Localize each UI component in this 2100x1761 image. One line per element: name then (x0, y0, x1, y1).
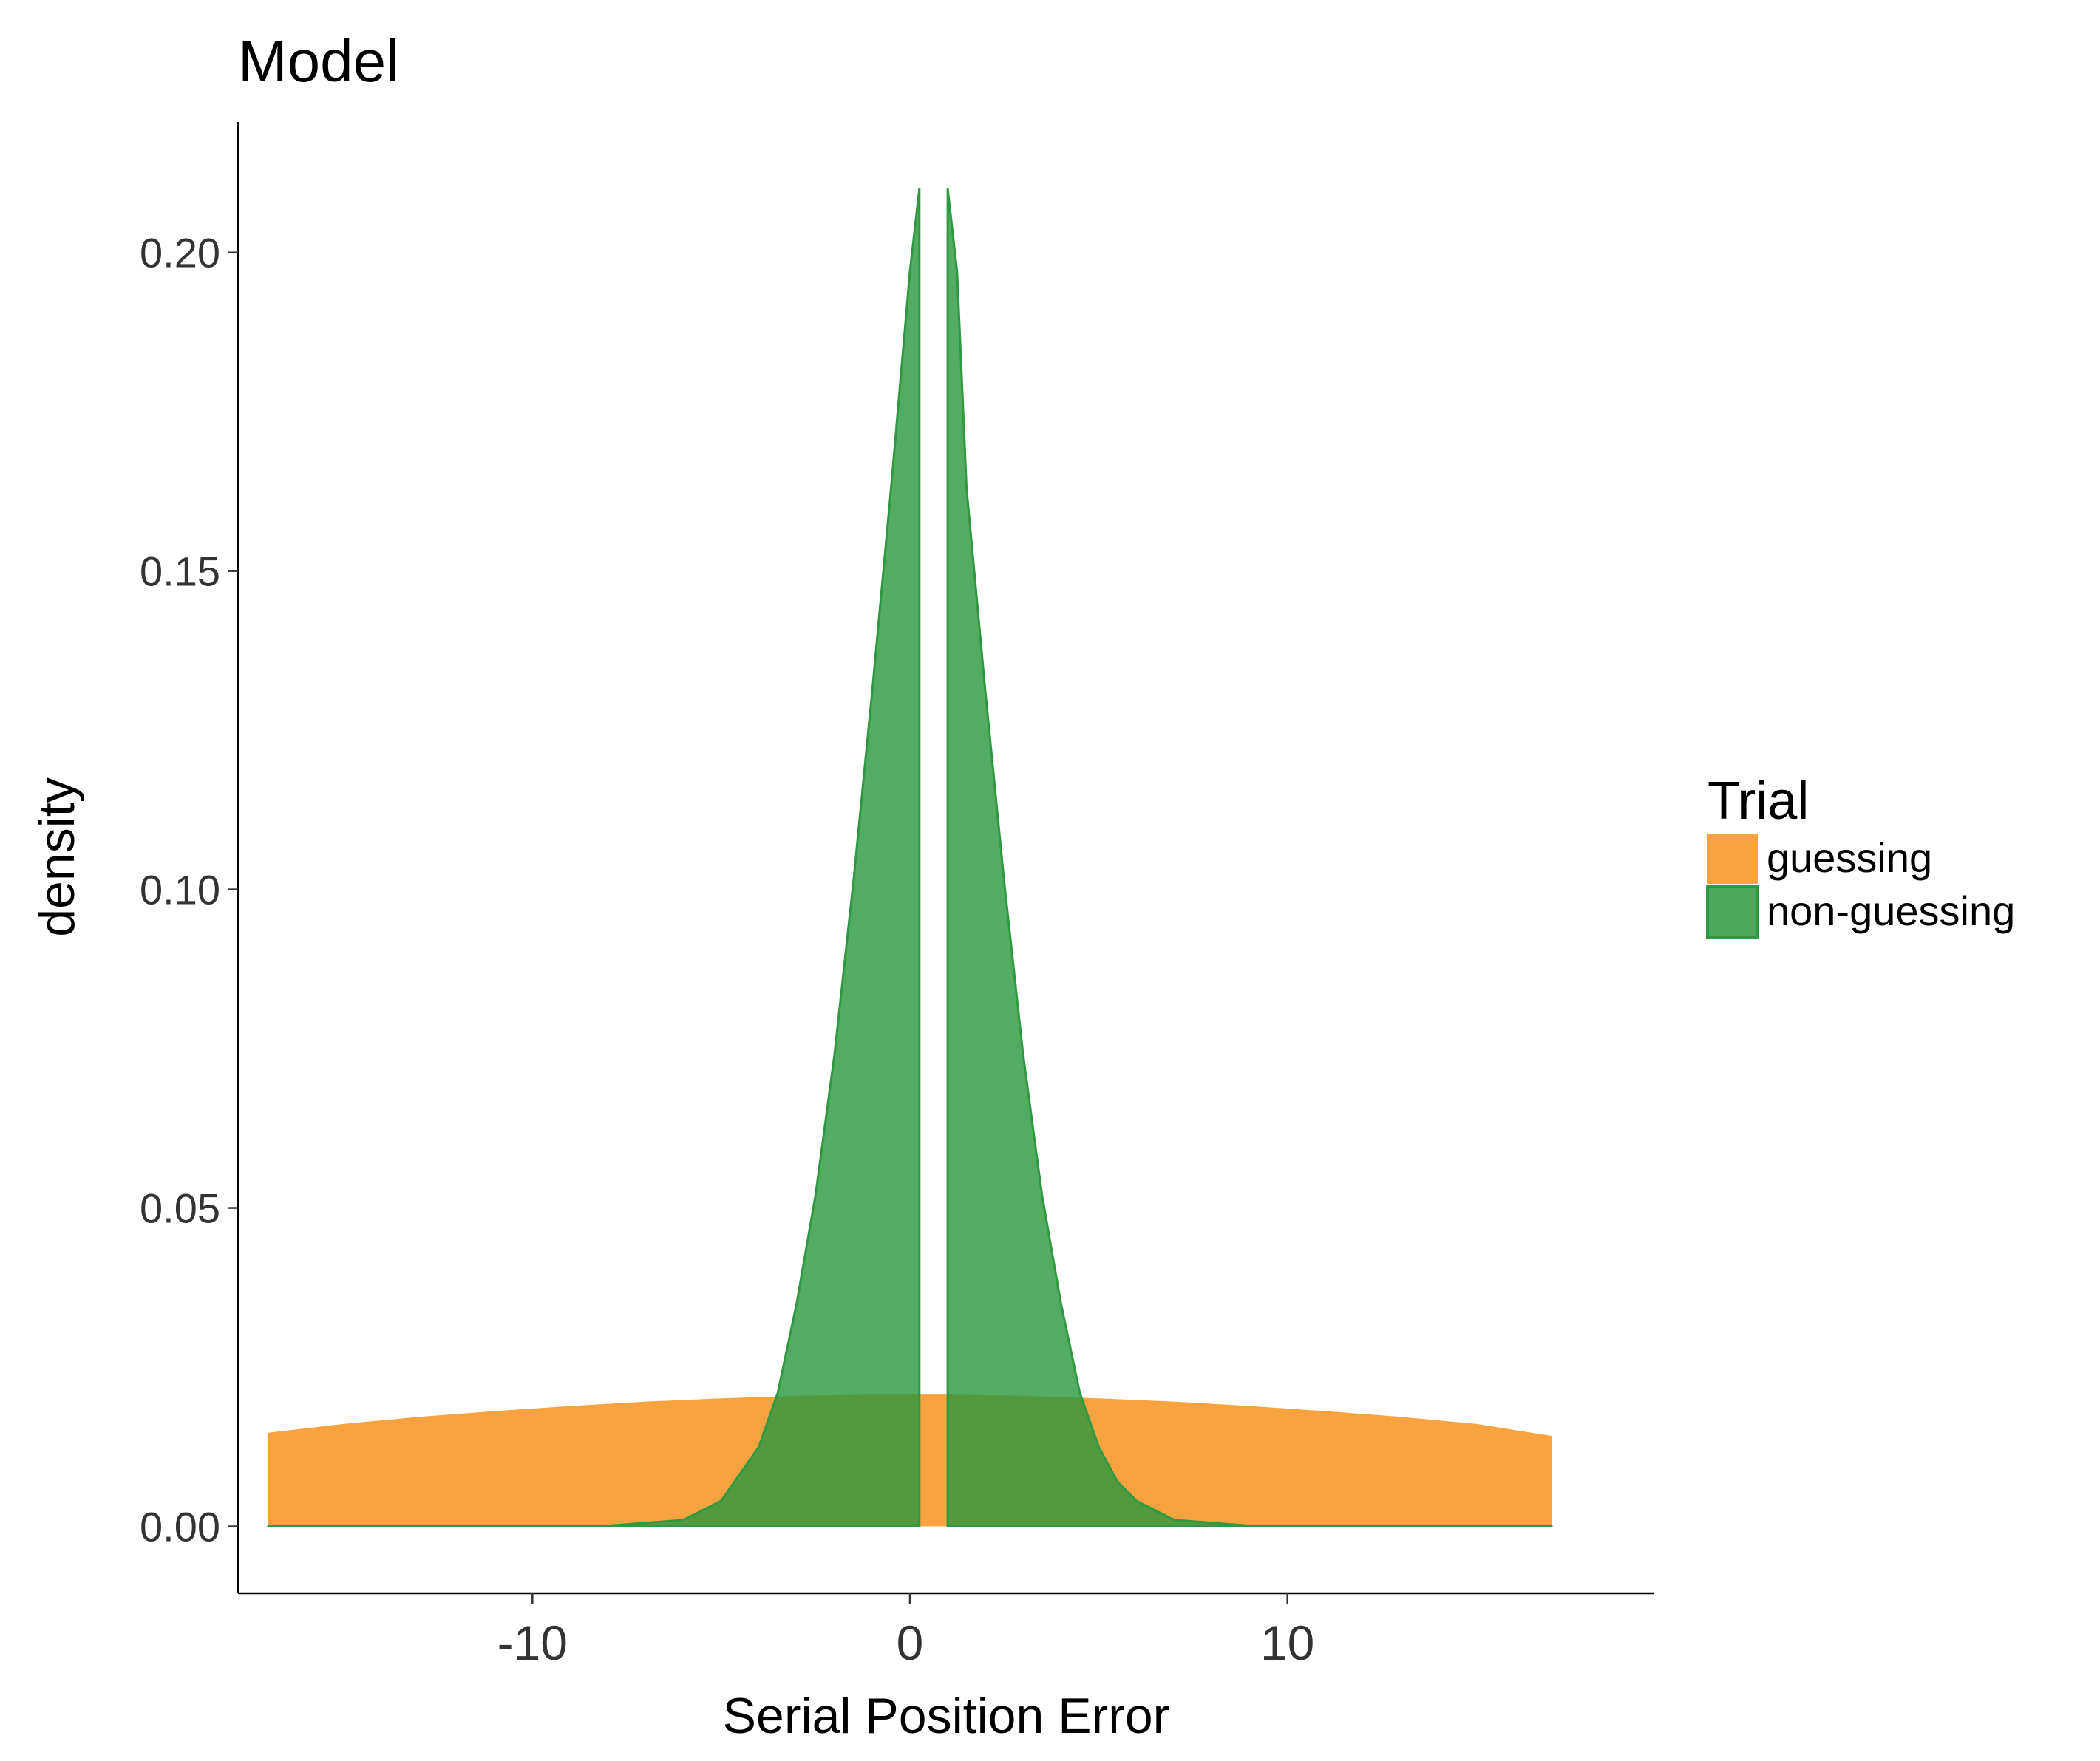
y-tick-label: 0.05 (140, 1185, 220, 1232)
y-tick-label: 0.15 (140, 548, 220, 595)
y-tick-label: 0.10 (140, 867, 220, 913)
x-tick-label: -10 (497, 1615, 568, 1670)
area-non-guessing-2 (946, 188, 1553, 1527)
y-tick-label: 0.20 (140, 230, 220, 276)
series-layer (267, 188, 1553, 1527)
legend: Trial guessing non-guessing (1706, 771, 2015, 939)
legend-title: Trial (1707, 771, 1809, 831)
x-axis-title: Serial Position Error (723, 1688, 1170, 1744)
legend-items: guessing non-guessing (1706, 834, 2015, 939)
chart-title: Model (238, 28, 399, 94)
y-axis-ticks: 0.00 0.05 0.10 0.15 0.20 (140, 230, 238, 1550)
x-axis-ticks: -10 0 10 (497, 1593, 1314, 1670)
legend-label-guessing: guessing (1767, 834, 1932, 881)
y-tick-label: 0.00 (140, 1504, 220, 1550)
legend-swatch-non-guessing (1706, 885, 1759, 939)
area-non-guessing-1 (267, 188, 921, 1527)
legend-swatch-guessing (1707, 834, 1758, 884)
x-tick-label: 0 (897, 1615, 924, 1670)
x-tick-label: 10 (1260, 1615, 1314, 1670)
legend-label-non-guessing: non-guessing (1767, 888, 2015, 934)
y-axis-title: density (29, 777, 85, 936)
